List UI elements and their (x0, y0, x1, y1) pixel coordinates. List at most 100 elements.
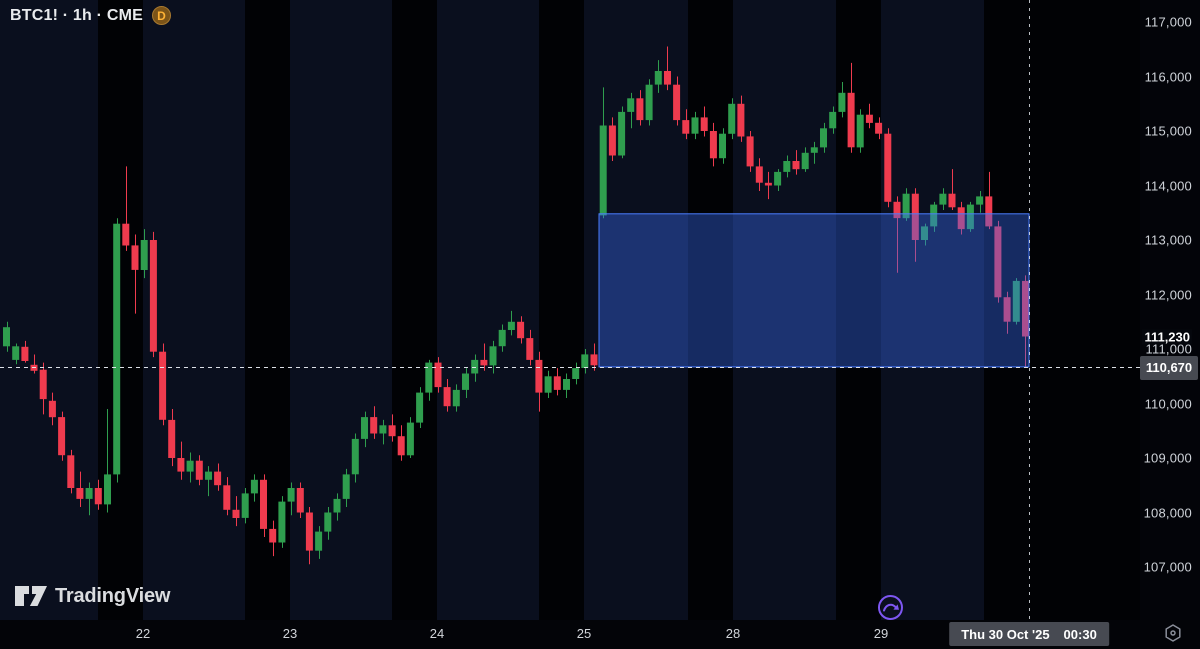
candle-body (140, 240, 148, 270)
candle-body (719, 133, 726, 159)
price-axis[interactable]: 117,000 116,000 115,000 114,000 113,000 112,0… (1138, 0, 1200, 620)
candle-body (976, 196, 984, 205)
candle-body (884, 133, 892, 202)
candle-body (709, 131, 717, 159)
arrow-marker-icon[interactable] (877, 594, 904, 621)
candle-body (269, 528, 277, 543)
candle-body (526, 338, 534, 360)
candle-body (921, 226, 928, 240)
candle-body (168, 419, 176, 458)
candle-body (425, 362, 433, 393)
candle-body (12, 346, 20, 360)
price-tick-label: 109,000 (1143, 450, 1192, 466)
candle-body (434, 362, 442, 388)
candle-body (113, 223, 121, 475)
candle-body (296, 488, 304, 513)
candle-body (801, 152, 809, 170)
candle-body (416, 392, 424, 423)
price-tick-label: 113,000 (1144, 232, 1192, 248)
candle-body (462, 373, 469, 390)
candle-body (333, 498, 341, 513)
candle-body (471, 359, 479, 374)
candle-body (618, 111, 626, 156)
price-tick-label: 112,000 (1144, 287, 1192, 302)
candle-body (544, 376, 552, 393)
candle-body (397, 436, 405, 456)
candle-body (682, 120, 690, 134)
candle-body (948, 193, 956, 208)
candle-body (498, 329, 506, 347)
candle-body (159, 351, 167, 420)
candle-body (902, 193, 910, 219)
symbol-title[interactable]: BTC1! · 1h · CME (10, 6, 143, 24)
candle-body (517, 321, 525, 339)
logo-mark-icon (15, 586, 47, 606)
candle-body (755, 166, 763, 183)
candle-body (76, 488, 84, 499)
bar-countdown: 00:30 (1063, 626, 1097, 642)
candle-body (379, 425, 387, 434)
candle-body (195, 460, 203, 480)
candle-body (48, 400, 56, 418)
candle-body (214, 471, 222, 486)
candle-body (351, 438, 359, 475)
rectangle-drawing[interactable] (598, 213, 1030, 368)
candle-body (985, 196, 993, 227)
price-tick-label: 111,000 (1145, 341, 1192, 357)
candle-body (746, 136, 754, 167)
price-tick-label: 115,000 (1144, 123, 1192, 139)
time-tick-label: 22 (135, 626, 151, 641)
candle-body (1012, 280, 1020, 322)
last-price-label: 111,230 (1142, 329, 1192, 344)
time-tick-label: 24 (429, 626, 445, 641)
candle-body (361, 417, 368, 439)
candle-body (810, 147, 818, 153)
candle-body (737, 103, 745, 137)
candle-body (388, 425, 396, 437)
candle-body (94, 488, 102, 505)
candle-body (131, 245, 139, 270)
candle-body (838, 92, 846, 112)
candle-body (728, 103, 736, 134)
candle-body (829, 111, 837, 129)
candle-body (774, 171, 782, 186)
session-band (539, 0, 584, 620)
candle-body (930, 204, 938, 227)
candle-body (39, 369, 47, 400)
candle-body (507, 321, 515, 330)
candle-body (58, 417, 66, 456)
candle-body (1003, 297, 1011, 322)
price-tick-label: 110,000 (1144, 396, 1192, 411)
hexagon-marker-icon[interactable] (1162, 622, 1184, 644)
session-band (98, 0, 143, 620)
candle-body (489, 346, 497, 366)
delayed-data-badge[interactable]: D (151, 6, 171, 25)
candle-body (994, 226, 1002, 298)
candle-body (966, 204, 974, 230)
chart-legend: BTC1! · 1h · CME D (10, 6, 171, 25)
price-tick-label: 116,000 (1144, 69, 1192, 84)
candle-body (370, 417, 378, 434)
candle-body (241, 493, 249, 518)
candle-body (957, 207, 965, 230)
candle-body (21, 346, 29, 361)
candle-body (563, 379, 570, 390)
crosshair-price-label: 110,670 (1140, 355, 1198, 380)
candle-body (581, 354, 589, 368)
crosshair-time-label: Thu 30 Oct '25 00:30 (949, 622, 1109, 646)
tradingview-logo[interactable]: TradingView (14, 584, 170, 608)
candle-body (260, 479, 267, 529)
time-tick-label: 29 (873, 626, 889, 641)
candle-body (939, 193, 947, 205)
candle-body (452, 389, 460, 407)
candle-body (865, 114, 873, 123)
candle-body (443, 387, 451, 407)
candle-body (342, 474, 350, 499)
candle-body (654, 71, 662, 85)
candle-body (911, 193, 919, 240)
time-axis[interactable]: Thu 30 Oct '25 00:30 22 23 24 25 28 29 (0, 620, 1200, 649)
candle-body (608, 125, 616, 156)
candle-body (572, 368, 580, 379)
